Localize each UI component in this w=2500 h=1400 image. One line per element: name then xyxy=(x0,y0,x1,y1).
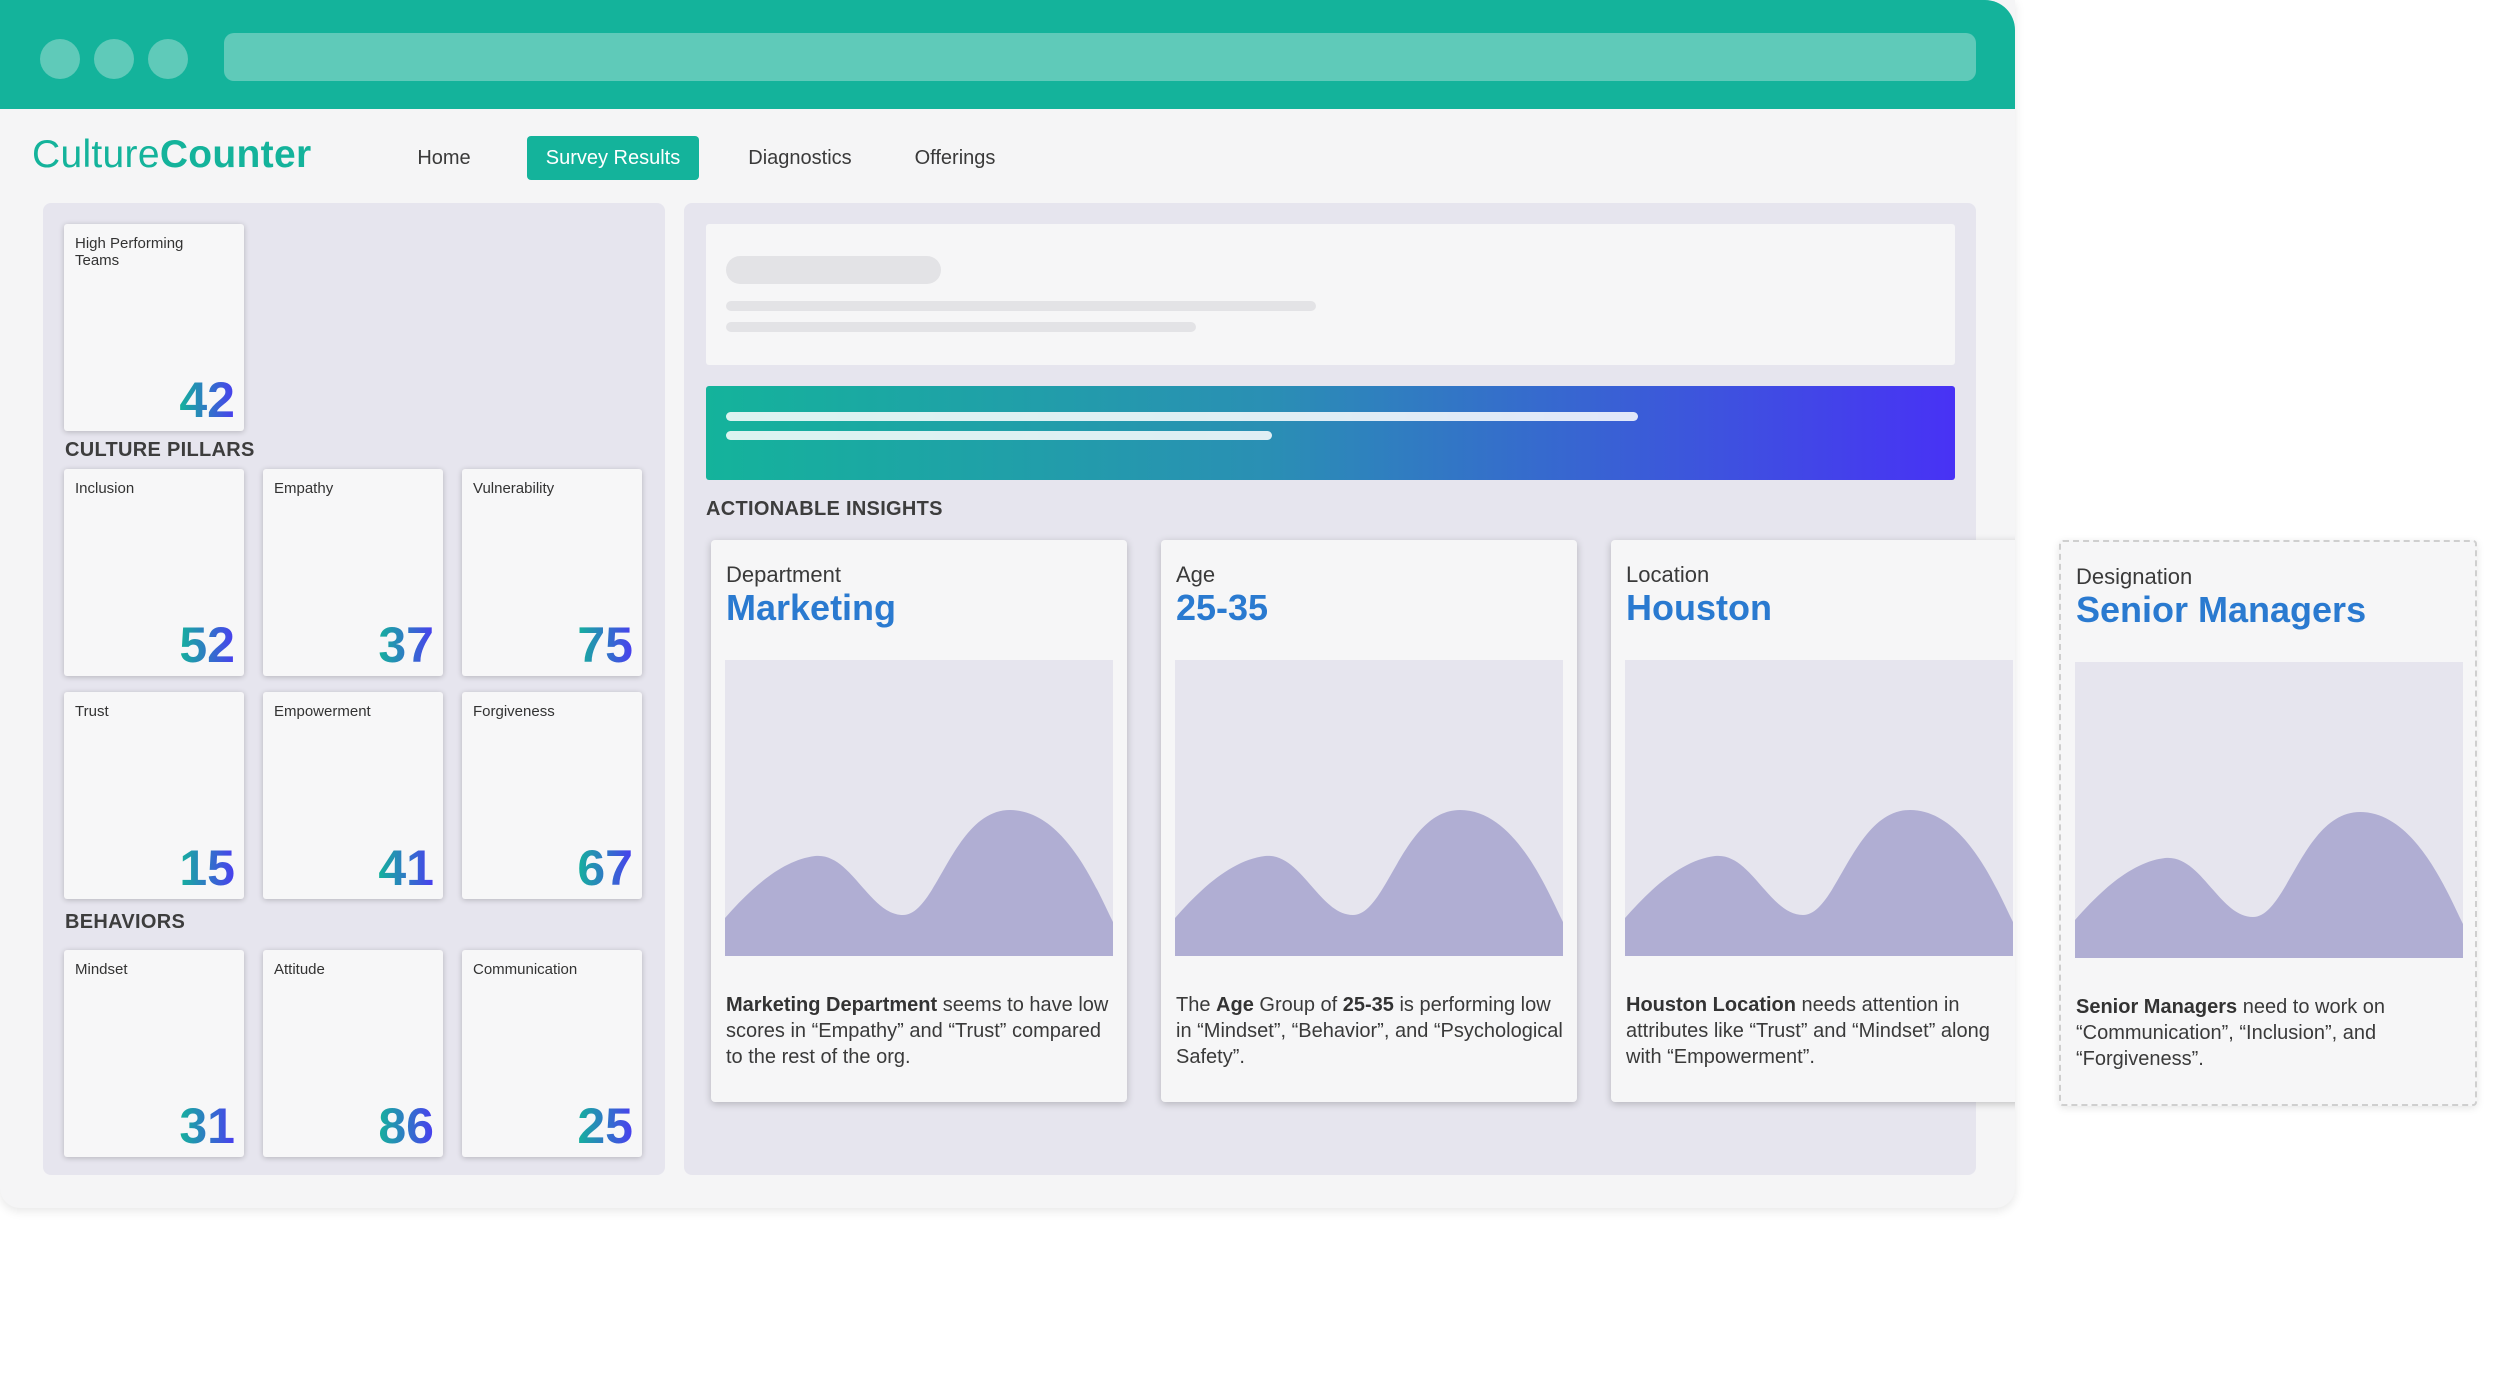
insight-area-chart xyxy=(1175,660,1563,956)
placeholder-line xyxy=(726,301,1316,311)
nav-home[interactable]: Home xyxy=(417,147,471,169)
score-card-value: 25 xyxy=(577,1095,633,1157)
insight-area-chart xyxy=(725,660,1113,956)
score-card-trust[interactable]: Trust 15 xyxy=(64,692,244,899)
nav-offerings[interactable]: Offerings xyxy=(914,147,996,169)
insight-card-age[interactable]: Age 25-35 The Age Group of 25-35 is perf… xyxy=(1161,540,1577,1102)
insight-text: seems to have low scores in “Empathy” an… xyxy=(726,994,1109,1068)
window-control-close[interactable] xyxy=(40,39,80,79)
insight-area-chart xyxy=(2075,662,2463,958)
insight-text: The xyxy=(1176,994,1217,1016)
insight-highlight: 25-35 xyxy=(1342,994,1394,1016)
score-card-value: 42 xyxy=(179,369,235,431)
placeholder-line xyxy=(726,322,1196,332)
score-card-forgiveness[interactable]: Forgiveness 67 xyxy=(462,692,642,899)
culture-pillars-title: CULTURE PILLARS xyxy=(65,439,255,461)
browser-window: CultureCounter Home Survey Results Diagn… xyxy=(0,0,2015,1175)
score-card-high-performing-teams[interactable]: High Performing Teams 42 xyxy=(64,224,244,431)
insight-card-department[interactable]: Department Marketing Marketing Departmen… xyxy=(711,540,1127,1102)
nav-diagnostics[interactable]: Diagnostics xyxy=(748,147,852,169)
score-card-value: 15 xyxy=(179,837,235,899)
insight-highlight: Senior Managers xyxy=(2076,996,2238,1018)
address-bar[interactable] xyxy=(224,33,1976,81)
score-card-value: 52 xyxy=(179,614,235,676)
score-card-label: Empowerment xyxy=(274,703,371,720)
insight-category: Designation xyxy=(2076,564,2193,589)
logo-text-1: Culture xyxy=(32,133,160,176)
score-card-mindset[interactable]: Mindset 31 xyxy=(64,950,244,1157)
score-card-communication[interactable]: Communication 25 xyxy=(462,950,642,1157)
score-card-label: Empathy xyxy=(274,480,334,497)
logo-text-2: Counter xyxy=(159,133,312,176)
banner-placeholder-line xyxy=(726,431,1272,440)
insight-highlight: Houston Location xyxy=(1626,994,1796,1016)
score-card-inclusion[interactable]: Inclusion 52 xyxy=(64,469,244,676)
insight-text: Group of xyxy=(1253,994,1343,1016)
insight-highlight: Age xyxy=(1216,994,1254,1016)
score-card-empathy[interactable]: Empathy 37 xyxy=(263,469,443,676)
placeholder-title-bar xyxy=(726,256,941,284)
score-card-label: Communication xyxy=(473,961,578,978)
insight-description: Marketing Department seems to have low s… xyxy=(726,992,1116,1070)
insight-text: needs attention in attributes like “Trus… xyxy=(1626,994,1990,1068)
actionable-insights-title: ACTIONABLE INSIGHTS xyxy=(706,498,943,520)
score-card-label: Trust xyxy=(75,703,109,720)
insight-highlight: Marketing Department xyxy=(726,994,938,1016)
score-card-label: Inclusion xyxy=(75,480,135,497)
score-card-label: Vulnerability xyxy=(473,480,555,497)
gradient-banner xyxy=(706,386,1955,480)
window-control-minimize[interactable] xyxy=(94,39,134,79)
banner-placeholder-line xyxy=(726,412,1638,421)
insight-name: Senior Managers xyxy=(2076,589,2367,630)
insight-description: Senior Managers need to work on “Communi… xyxy=(2076,994,2466,1072)
insight-card-designation[interactable]: Designation Senior Managers Senior Manag… xyxy=(2059,540,2477,1106)
score-card-value: 75 xyxy=(577,614,633,676)
score-card-value: 67 xyxy=(577,837,633,899)
insight-area-chart xyxy=(1625,660,2013,956)
behaviors-title: BEHAVIORS xyxy=(65,911,186,933)
insight-name: Houston xyxy=(1626,587,1772,628)
score-card-value: 37 xyxy=(378,614,434,676)
app-logo[interactable]: CultureCounter xyxy=(32,133,311,177)
score-card-value: 41 xyxy=(378,837,434,899)
insight-description: Houston Location needs attention in attr… xyxy=(1626,992,2015,1070)
insight-name: 25-35 xyxy=(1176,587,1269,628)
browser-titlebar xyxy=(0,0,2015,109)
score-card-label: Attitude xyxy=(274,961,325,978)
insight-category: Location xyxy=(1626,562,1710,587)
score-card-label: Mindset xyxy=(75,961,128,978)
insight-description: The Age Group of 25-35 is performing low… xyxy=(1176,992,1566,1070)
loading-placeholder-card xyxy=(706,224,1955,365)
insight-name: Marketing xyxy=(726,587,897,628)
score-card-label: High Performing Teams xyxy=(75,235,184,269)
score-card-value: 31 xyxy=(179,1095,235,1157)
window-control-maximize[interactable] xyxy=(148,39,188,79)
nav-survey-results[interactable]: Survey Results xyxy=(527,136,699,180)
score-card-vulnerability[interactable]: Vulnerability 75 xyxy=(462,469,642,676)
score-card-label: Forgiveness xyxy=(473,703,555,720)
insight-category: Department xyxy=(726,562,841,587)
insight-card-location[interactable]: Location Houston Houston Location needs … xyxy=(1611,540,2015,1102)
score-card-value: 86 xyxy=(378,1095,434,1157)
insight-text: need to work on “Communication”, “Inclus… xyxy=(2076,996,2386,1070)
score-card-attitude[interactable]: Attitude 86 xyxy=(263,950,443,1157)
insight-category: Age xyxy=(1176,562,1216,587)
insight-text: is performing low in “Mindset”, “Behavio… xyxy=(1176,994,1563,1068)
score-card-empowerment[interactable]: Empowerment 41 xyxy=(263,692,443,899)
